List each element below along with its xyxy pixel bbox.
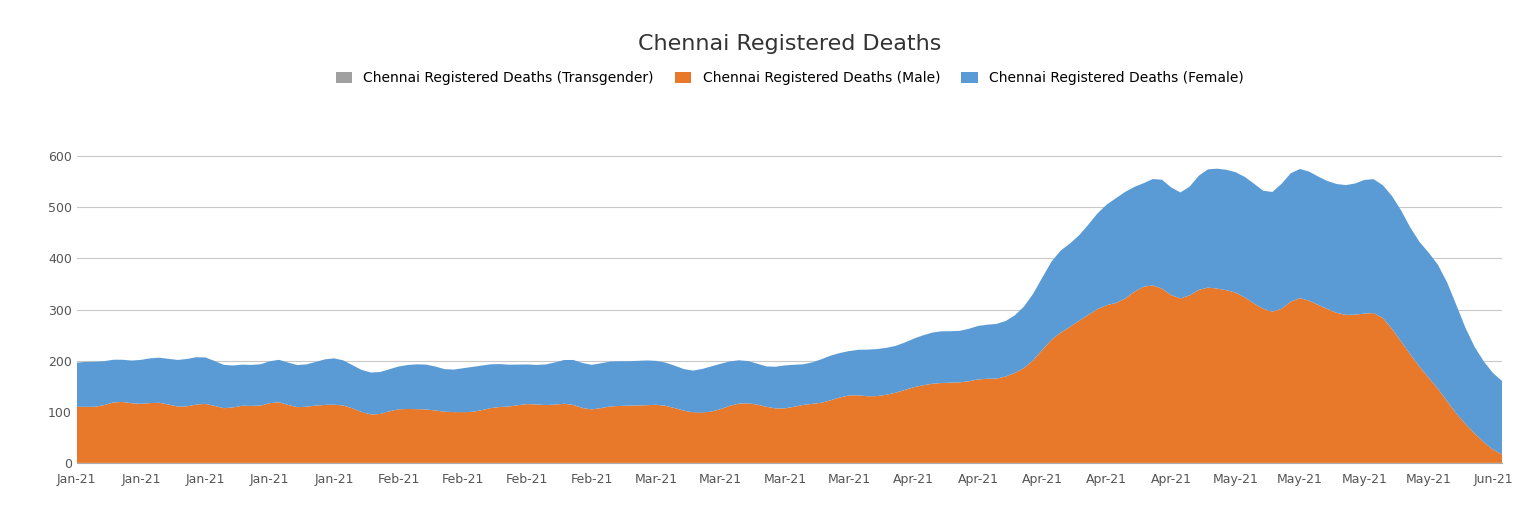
Legend: Chennai Registered Deaths (Transgender), Chennai Registered Deaths (Male), Chenn: Chennai Registered Deaths (Transgender),… bbox=[330, 66, 1249, 91]
Title: Chennai Registered Deaths: Chennai Registered Deaths bbox=[638, 34, 941, 54]
